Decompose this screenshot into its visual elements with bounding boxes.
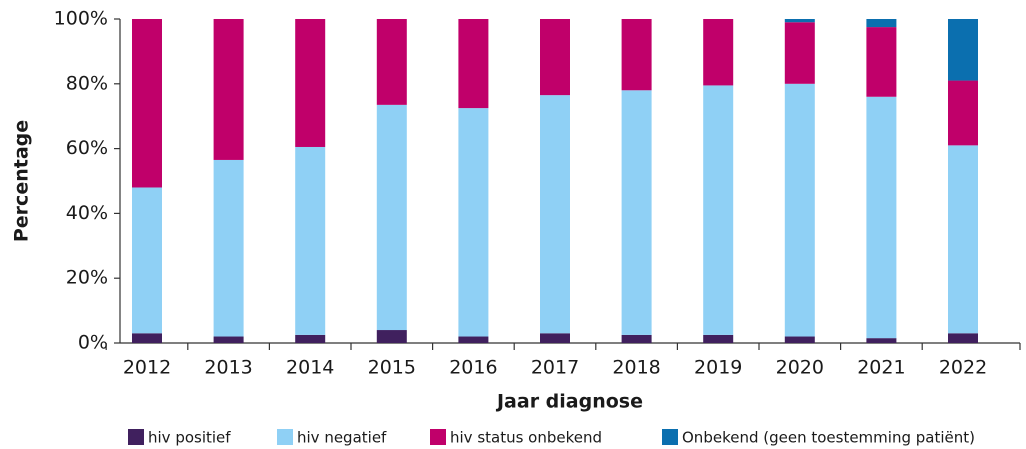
bar-segment [540, 19, 570, 96]
x-tick-label: 2018 [612, 357, 660, 379]
bar-segment [621, 334, 652, 343]
bar-segment [866, 96, 897, 339]
bar-segment [458, 19, 489, 109]
bar-segment [132, 333, 162, 343]
bar-segment [866, 19, 897, 28]
y-tick-label: 60% [66, 137, 108, 159]
y-tick-label: 40% [66, 202, 108, 224]
bar-segment [213, 19, 244, 160]
bar-segment [376, 330, 407, 343]
bar-segment [132, 19, 162, 188]
bar-segment [948, 80, 978, 146]
x-tick-label: 2012 [123, 357, 171, 379]
y-tick-label: 20% [66, 267, 108, 289]
legend-swatch [430, 429, 446, 445]
bar-segment [784, 22, 815, 84]
bar-segment [295, 334, 326, 343]
bar-segment [376, 104, 407, 331]
x-tick-label: 2016 [449, 357, 497, 379]
bar-segment [540, 333, 570, 343]
bar-segment [784, 83, 815, 337]
bar-segment [784, 336, 815, 343]
x-tick-label: 2019 [694, 357, 742, 379]
bar-segment [703, 334, 734, 343]
x-tick-label: 2020 [776, 357, 824, 379]
x-tick-label: 2015 [368, 357, 416, 379]
x-tick-label: 2013 [204, 357, 252, 379]
bar-segment [295, 146, 326, 335]
legend-label: hiv negatief [297, 429, 387, 447]
y-tick-label: 100% [54, 8, 108, 30]
legend-label: Onbekend (geen toestemming patiënt) [682, 429, 975, 447]
bar-segment [703, 19, 734, 86]
bar-segment [784, 19, 815, 23]
bar-segment [621, 19, 652, 91]
bar-segment [376, 19, 407, 105]
x-tick-label: 2014 [286, 357, 334, 379]
bar-segment [948, 19, 978, 81]
bar-segment [213, 159, 244, 337]
legend-label: hiv status onbekend [450, 429, 602, 447]
bar-segment [948, 145, 978, 334]
legend-label: hiv positief [148, 429, 231, 447]
bar-segment [866, 27, 897, 97]
x-tick-label: 2021 [857, 357, 905, 379]
y-tick-label: 80% [66, 72, 108, 94]
y-axis-title: Percentage [11, 120, 33, 242]
x-tick-label: 2017 [531, 357, 579, 379]
bar-segment [540, 95, 570, 334]
legend-swatch [128, 429, 144, 445]
bar-segment [458, 336, 489, 343]
bar-segment [703, 85, 734, 335]
x-axis-title: Jaar diagnose [495, 391, 643, 413]
legend-swatch [277, 429, 293, 445]
bar-segment [132, 187, 162, 334]
x-tick-label: 2022 [939, 357, 987, 379]
bar-segment [295, 19, 326, 147]
bar-segment [213, 336, 244, 343]
legend-swatch [662, 429, 678, 445]
bar-segment [458, 108, 489, 337]
bar-segment [948, 333, 978, 343]
bar-segment [866, 338, 897, 343]
bar-segment [621, 90, 652, 335]
y-tick-label: 0% [78, 332, 108, 354]
